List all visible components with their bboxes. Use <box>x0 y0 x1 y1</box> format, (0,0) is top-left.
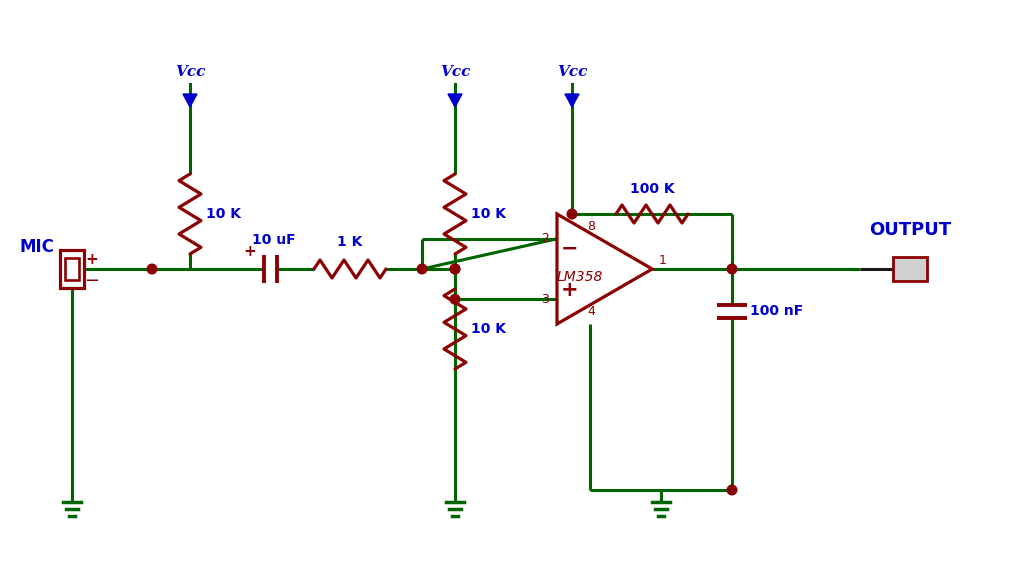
Circle shape <box>727 485 737 495</box>
Text: 3: 3 <box>541 293 549 306</box>
Circle shape <box>567 209 577 219</box>
Text: +: + <box>86 252 98 267</box>
Text: −: − <box>84 272 99 290</box>
Text: LM358: LM358 <box>557 270 603 284</box>
Bar <box>893 257 927 281</box>
Text: 100 K: 100 K <box>630 182 675 196</box>
Text: +: + <box>561 280 579 300</box>
Text: 10 uF: 10 uF <box>252 233 296 247</box>
Text: 10 K: 10 K <box>471 322 506 336</box>
Text: MIC: MIC <box>19 238 54 256</box>
Text: +: + <box>244 245 256 259</box>
Bar <box>65 258 79 280</box>
Text: 100 nF: 100 nF <box>750 304 803 318</box>
Circle shape <box>727 264 737 274</box>
Text: Vcc: Vcc <box>557 65 587 79</box>
Text: −: − <box>561 238 579 258</box>
Text: Vcc: Vcc <box>440 65 470 79</box>
Text: Vcc: Vcc <box>175 65 205 79</box>
Circle shape <box>147 264 157 274</box>
Circle shape <box>451 264 460 274</box>
Circle shape <box>451 294 460 304</box>
Text: 10 K: 10 K <box>206 207 241 221</box>
Circle shape <box>451 264 460 274</box>
Circle shape <box>417 264 427 274</box>
Text: 10 K: 10 K <box>471 207 506 221</box>
Text: 4: 4 <box>588 305 596 318</box>
Polygon shape <box>183 94 197 107</box>
Bar <box>60 250 84 288</box>
Text: 1 K: 1 K <box>337 235 362 249</box>
Polygon shape <box>565 94 579 107</box>
Polygon shape <box>447 94 462 107</box>
Text: OUTPUT: OUTPUT <box>869 221 951 239</box>
Text: 1: 1 <box>658 254 666 267</box>
Text: 2: 2 <box>541 232 549 245</box>
Text: 8: 8 <box>588 220 596 233</box>
